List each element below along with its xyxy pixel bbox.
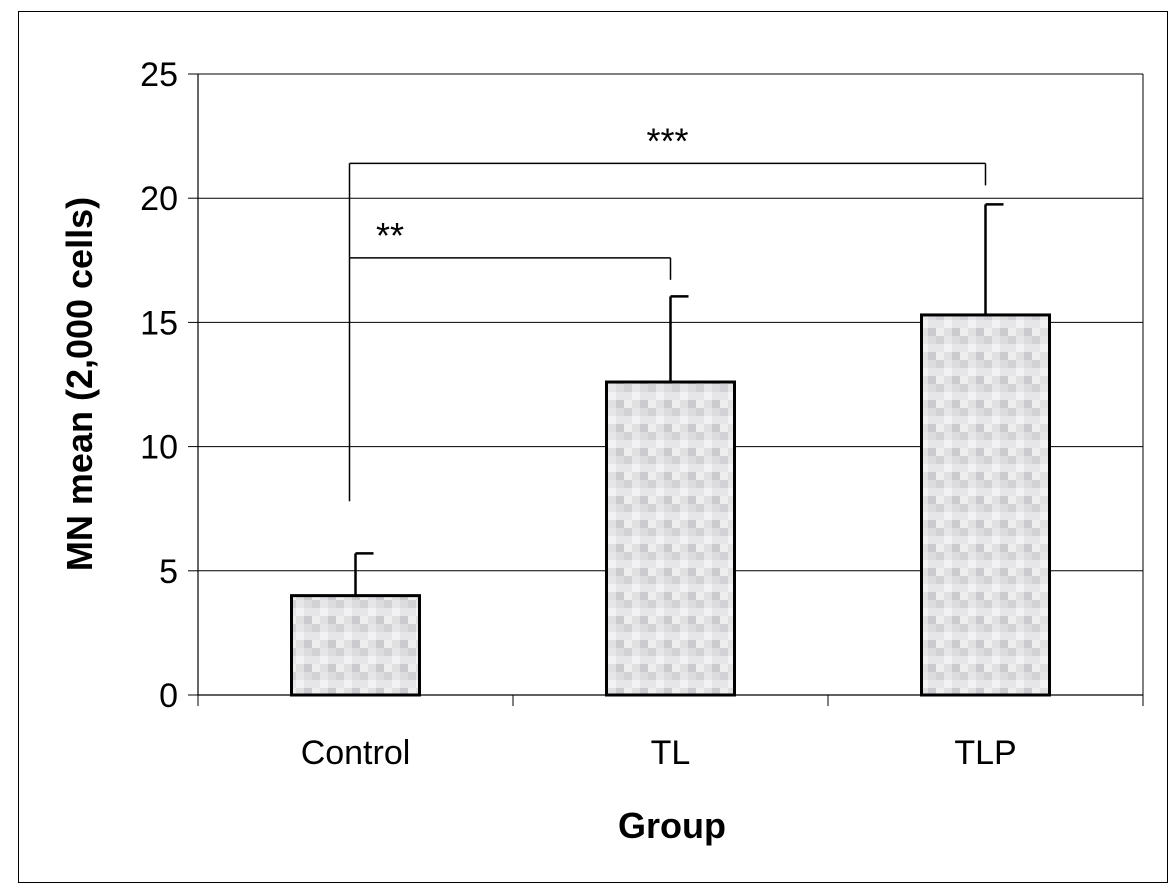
bar-tl <box>605 380 736 697</box>
y-tick-label: 15 <box>140 304 178 342</box>
bar-control <box>290 594 421 697</box>
bar-tlp <box>920 313 1051 697</box>
bars <box>290 313 1051 697</box>
significance-label: *** <box>646 120 688 161</box>
y-tick-label: 20 <box>140 180 178 218</box>
x-tick-label: TLP <box>954 734 1016 772</box>
y-tick-label: 10 <box>140 429 178 467</box>
significance-brackets: ***** <box>348 120 987 502</box>
y-tick-label: 5 <box>159 553 178 591</box>
y-tick-label: 25 <box>140 56 178 94</box>
error-bars <box>354 203 1004 596</box>
y-axis-label: MN mean (2,000 cells) <box>59 197 100 571</box>
x-tick-label: TL <box>651 734 691 772</box>
x-axis-label: Group <box>618 805 726 846</box>
significance-label: ** <box>376 215 404 256</box>
tick-labels: 0 5 10 15 20 25 Control TL TLP <box>140 56 1017 772</box>
x-tick-label: Control <box>301 734 411 772</box>
y-tick-label: 0 <box>159 677 178 715</box>
